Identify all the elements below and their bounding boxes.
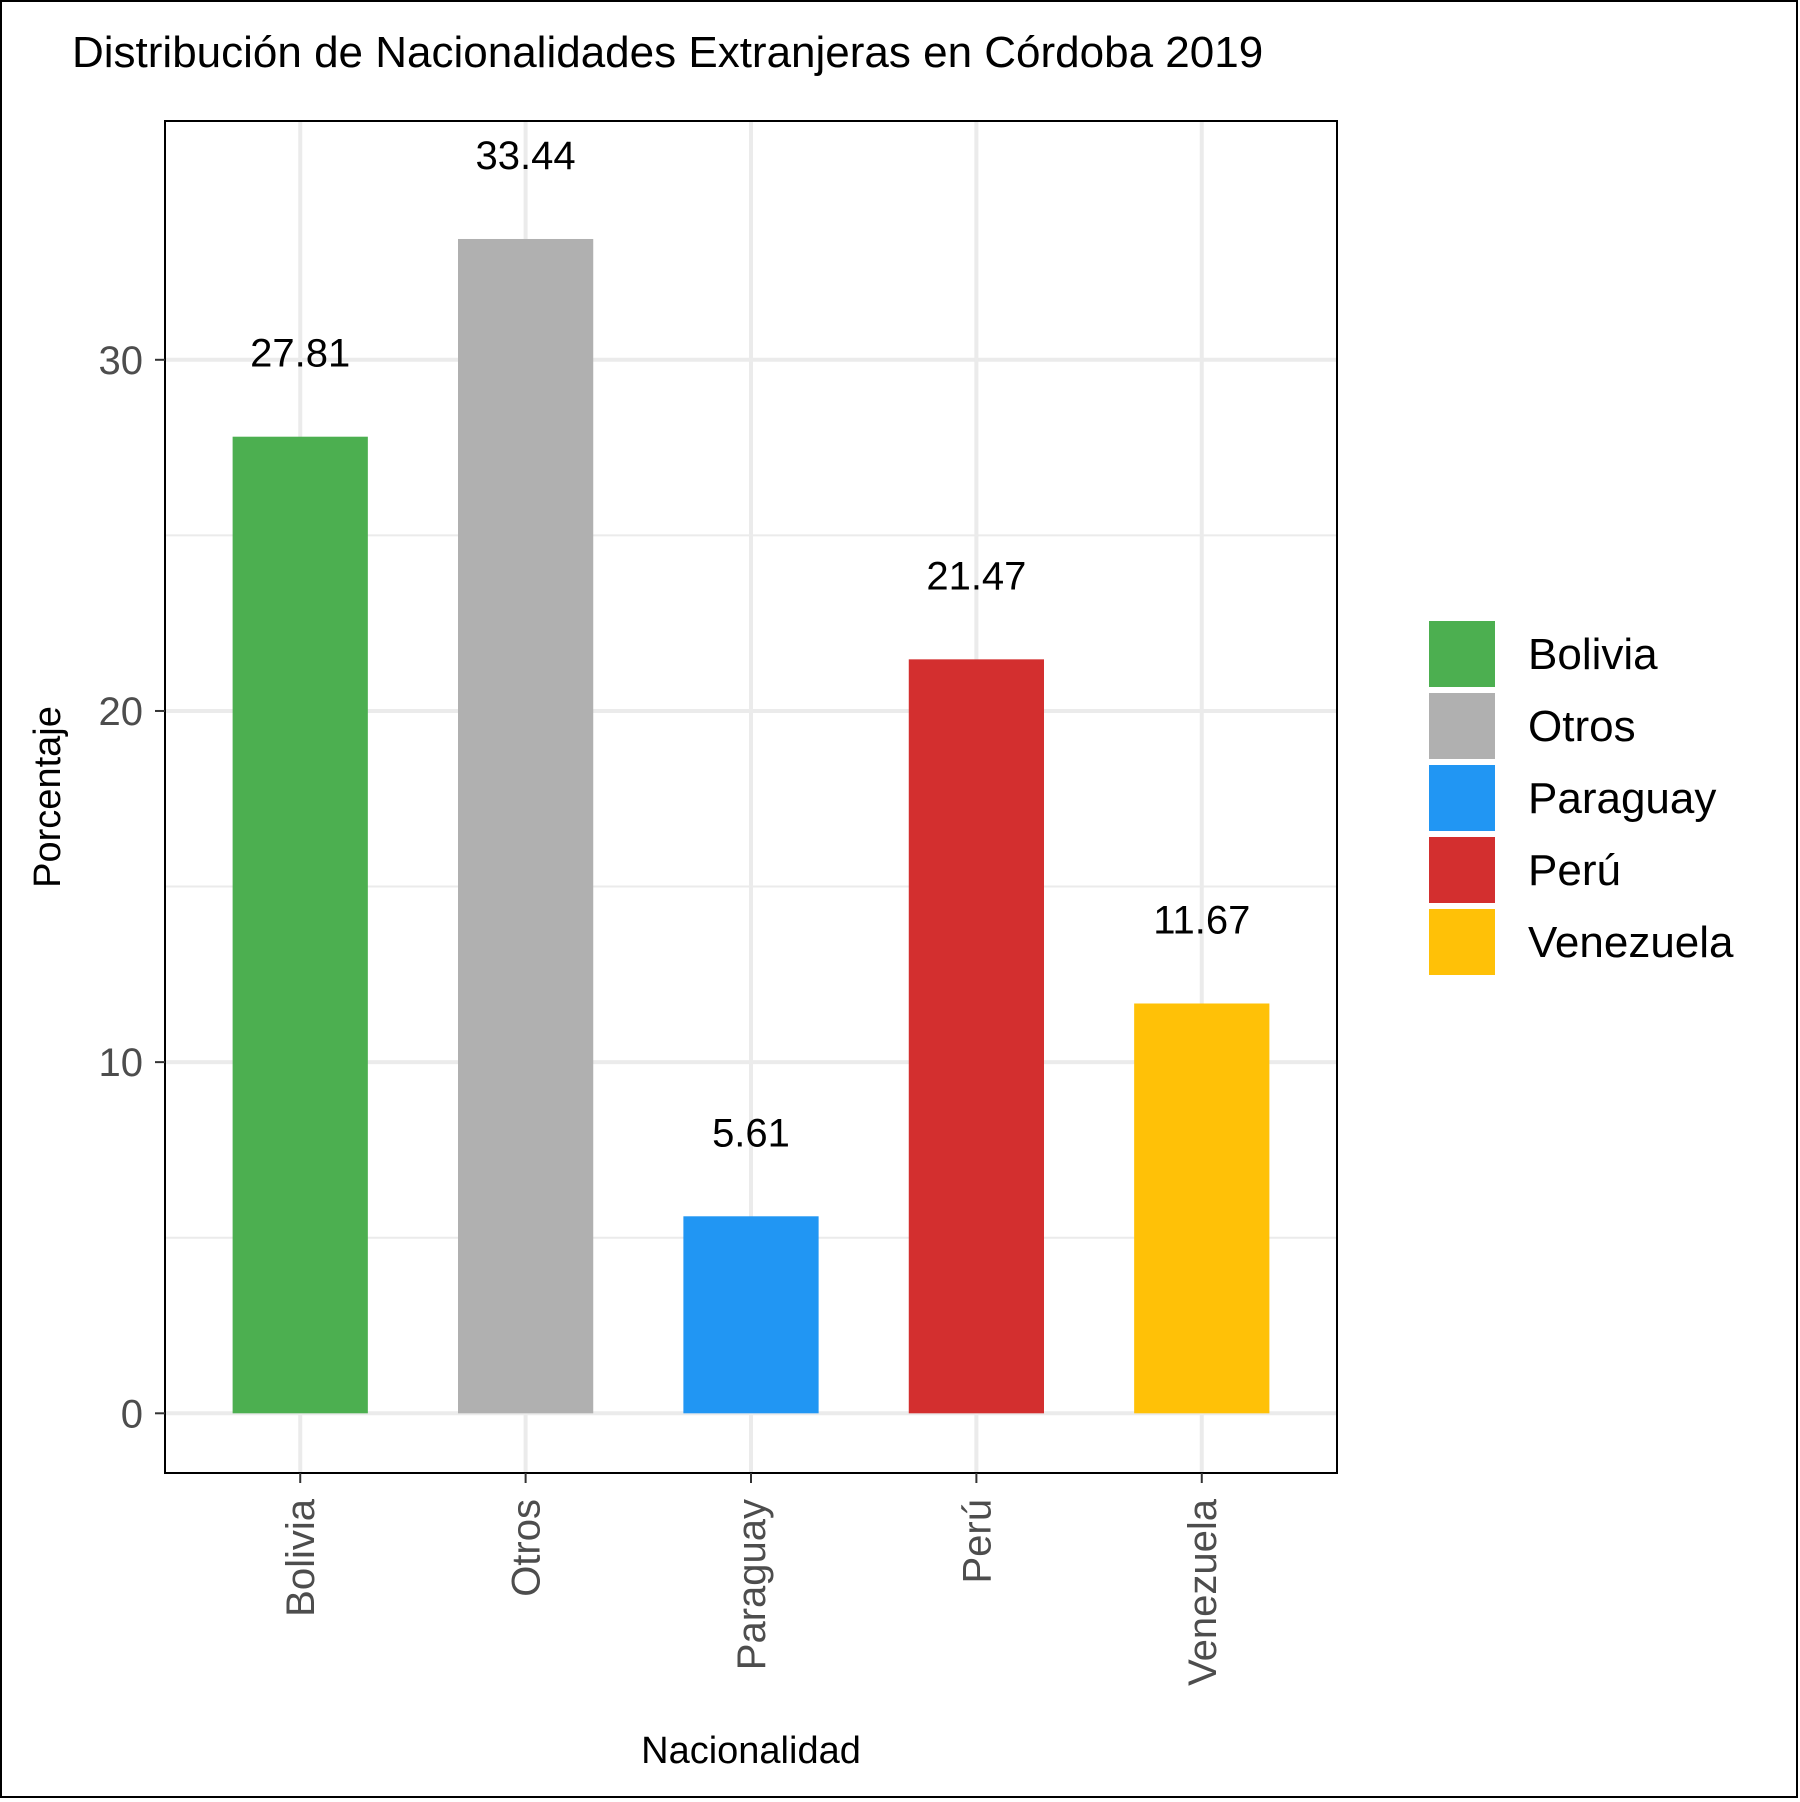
data-label: 27.81 bbox=[250, 332, 350, 376]
chart-title: Distribución de Nacionalidades Extranjer… bbox=[72, 28, 1263, 77]
x-tick-label: Bolivia bbox=[279, 1498, 323, 1617]
y-tick-label: 10 bbox=[99, 1041, 144, 1085]
y-tick-label: 20 bbox=[99, 690, 144, 734]
x-tick-label: Paraguay bbox=[730, 1499, 774, 1670]
x-tick-label: Otros bbox=[505, 1499, 549, 1597]
legend-key-2 bbox=[1429, 765, 1495, 831]
legend-key-4 bbox=[1429, 909, 1495, 975]
y-axis-title: Porcentaje bbox=[27, 706, 69, 888]
x-tick-label: Perú bbox=[955, 1499, 999, 1584]
bar-4 bbox=[1134, 1003, 1270, 1414]
bar-2 bbox=[683, 1216, 819, 1414]
legend-key-0 bbox=[1429, 621, 1495, 687]
legend-label: Otros bbox=[1528, 702, 1636, 751]
x-axis: Bolivia Otros Paraguay Perú Venezuela bbox=[279, 1473, 1225, 1686]
legend-label: Venezuela bbox=[1528, 918, 1734, 967]
x-axis-title: Nacionalidad bbox=[641, 1730, 861, 1772]
y-tick-label: 30 bbox=[99, 339, 144, 383]
bar-3 bbox=[908, 659, 1044, 1414]
y-tick-label: 0 bbox=[121, 1392, 143, 1436]
legend: Bolivia Otros Paraguay Perú Venezuela bbox=[1429, 621, 1734, 975]
bar-1 bbox=[458, 238, 594, 1414]
legend-label: Bolivia bbox=[1528, 630, 1658, 679]
legend-key-1 bbox=[1429, 693, 1495, 759]
legend-label: Paraguay bbox=[1528, 774, 1716, 823]
legend-label: Perú bbox=[1528, 846, 1621, 895]
bars bbox=[232, 238, 1270, 1414]
x-tick-label: Venezuela bbox=[1181, 1498, 1225, 1686]
data-labels: 27.81 33.44 5.61 21.47 11.67 bbox=[250, 134, 1250, 1155]
data-label: 21.47 bbox=[926, 554, 1026, 598]
y-axis: 0 10 20 30 bbox=[99, 339, 165, 1436]
bar-0 bbox=[232, 436, 368, 1414]
data-label: 11.67 bbox=[1153, 898, 1250, 942]
data-label: 5.61 bbox=[712, 1111, 790, 1155]
data-label: 33.44 bbox=[476, 134, 576, 178]
legend-key-3 bbox=[1429, 837, 1495, 903]
